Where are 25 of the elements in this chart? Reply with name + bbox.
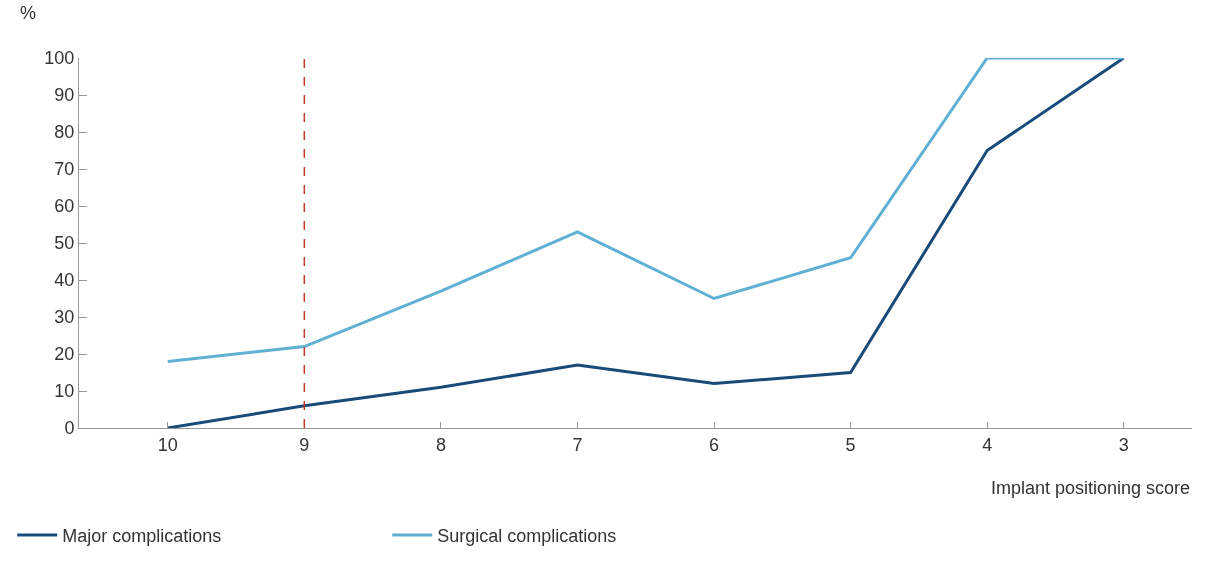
y-tick-label: 90 bbox=[54, 85, 75, 106]
x-tick-label: 6 bbox=[709, 434, 720, 455]
y-tick-label: 0 bbox=[64, 418, 75, 439]
x-tick-label: 9 bbox=[299, 434, 310, 455]
y-axis-title: % bbox=[20, 3, 37, 23]
y-tick-label: 40 bbox=[54, 270, 75, 291]
y-tick-label: 60 bbox=[54, 196, 75, 217]
y-tick-label: 100 bbox=[44, 48, 75, 69]
x-tick-label: 5 bbox=[845, 434, 856, 455]
line-series bbox=[166, 58, 1126, 428]
x-tick-label: 7 bbox=[572, 434, 583, 455]
x-axis-title: Implant positioning score bbox=[991, 478, 1191, 498]
line-series bbox=[166, 58, 1126, 363]
y-tick-label: 50 bbox=[54, 233, 75, 254]
x-tick-label: 3 bbox=[1118, 434, 1129, 455]
y-tick-label: 10 bbox=[54, 381, 75, 402]
y-tick-label: 30 bbox=[54, 307, 75, 328]
x-tick-label: 4 bbox=[982, 434, 993, 455]
y-tick-label: 20 bbox=[54, 344, 75, 365]
legend-label: Major complications bbox=[62, 526, 222, 547]
legend-label: Surgical complications bbox=[437, 526, 617, 547]
y-tick-label: 70 bbox=[54, 159, 75, 180]
x-tick-label: 8 bbox=[435, 434, 446, 455]
x-tick-label: 10 bbox=[157, 434, 178, 455]
y-tick-label: 80 bbox=[54, 122, 75, 143]
